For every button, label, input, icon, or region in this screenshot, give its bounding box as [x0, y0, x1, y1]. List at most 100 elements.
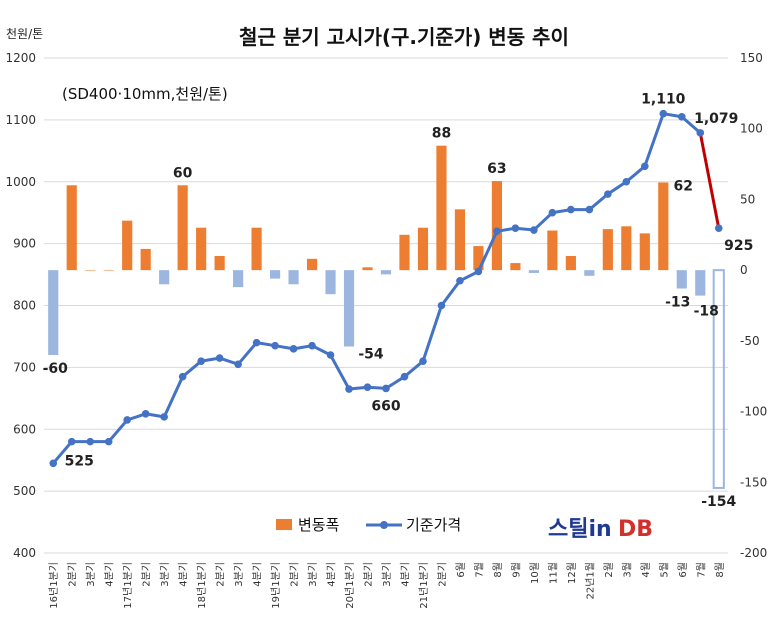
x-tick-label: 2분기 — [363, 562, 375, 587]
bar-value-label: -18 — [694, 304, 719, 320]
price-point — [215, 354, 224, 362]
price-point — [604, 190, 612, 198]
bar — [547, 230, 558, 271]
price-point — [160, 413, 168, 421]
x-tick-label: 11월 — [547, 562, 559, 584]
x-tick-label: 6월 — [455, 562, 467, 578]
price-point — [86, 437, 95, 446]
right-tick-label: -100 — [740, 405, 767, 419]
price-point — [696, 129, 705, 137]
left-tick-label: 900 — [13, 237, 36, 251]
bar — [695, 270, 706, 296]
line-value-label: 925 — [724, 238, 753, 254]
x-tick-label: 4분기 — [252, 562, 264, 587]
price-point — [104, 437, 113, 446]
line-series — [49, 109, 723, 468]
bar — [417, 227, 429, 271]
right-tick-label: 50 — [740, 192, 755, 206]
bar-value-label: -60 — [43, 361, 69, 377]
right-tick-label: 0 — [740, 263, 748, 277]
legend-bar-swatch — [276, 519, 292, 530]
x-tick-label: 3분기 — [159, 562, 171, 587]
left-tick-label: 1000 — [5, 175, 36, 189]
x-tick-label: 4분기 — [399, 562, 411, 587]
x-tick-label: 2분기 — [67, 562, 79, 587]
price-point — [363, 383, 372, 391]
chart-subtitle: (SD400·10mm,천원/톤) — [62, 85, 228, 103]
right-tick-label: -50 — [740, 334, 760, 348]
x-tick-label: 17년1분기 — [122, 562, 134, 609]
price-point — [585, 205, 594, 214]
price-point — [437, 301, 446, 310]
price-point — [289, 345, 298, 353]
bar — [85, 270, 96, 271]
bar-value-label: 60 — [173, 165, 193, 181]
price-point — [474, 267, 483, 276]
x-tick-label: 12월 — [566, 562, 578, 584]
right-tick-label: 150 — [740, 51, 763, 65]
price-point — [234, 360, 242, 369]
steelin-db-logo: 스틸in DB — [548, 517, 653, 542]
left-axis-ticks: 400 500 600 700 800 900 1000 1100 1200 — [5, 51, 36, 560]
price-point — [622, 177, 631, 186]
bar — [602, 229, 613, 271]
bar — [233, 270, 244, 288]
x-tick-label: 4월 — [640, 562, 652, 578]
price-point — [659, 109, 668, 118]
bar — [103, 270, 114, 271]
bar — [343, 270, 355, 347]
bar-value-label: -154 — [701, 494, 736, 510]
bar — [196, 227, 207, 271]
bar-value-label: -13 — [665, 295, 690, 311]
price-point — [493, 227, 501, 236]
bar — [362, 267, 373, 271]
x-tick-label: 8월 — [492, 562, 504, 578]
x-tick-label: 20년1분기 — [344, 562, 356, 609]
price-point — [326, 351, 335, 359]
price-point — [382, 384, 390, 393]
right-tick-label: -150 — [740, 475, 767, 489]
bar — [380, 270, 392, 275]
price-point — [123, 416, 131, 424]
x-tick-label: 18년1분기 — [196, 562, 208, 609]
bar — [621, 226, 632, 271]
left-tick-label: 400 — [13, 546, 36, 560]
x-tick-label: 2월 — [603, 562, 615, 578]
bar — [288, 270, 299, 285]
x-tick-label: 3월 — [621, 562, 633, 578]
bar — [584, 270, 595, 276]
bar — [639, 233, 650, 271]
x-tick-label: 5월 — [658, 562, 670, 578]
x-tick-label: 3분기 — [233, 562, 245, 587]
price-point — [49, 459, 58, 468]
price-line-drop — [698, 132, 721, 229]
right-axis-ticks: -200 -150 -100 -50 0 50 100 150 — [740, 51, 767, 560]
price-point — [530, 226, 538, 234]
bar — [676, 270, 687, 289]
legend-bar-label: 변동폭 — [298, 516, 339, 534]
line-value-label: 1,110 — [641, 92, 686, 108]
price-point — [548, 208, 557, 217]
price-point — [677, 112, 686, 121]
x-tick-label: 21년1분기 — [418, 562, 430, 609]
bar — [491, 181, 503, 271]
price-point — [345, 385, 353, 393]
line-value-label: 525 — [65, 453, 94, 469]
price-point — [400, 372, 409, 381]
price-point — [197, 357, 205, 365]
bar — [269, 270, 281, 279]
bar — [658, 182, 669, 271]
bar-value-label: 62 — [674, 178, 693, 194]
x-tick-label: 7월 — [695, 562, 707, 578]
left-tick-label: 600 — [13, 422, 36, 436]
x-tick-label: 3분기 — [381, 562, 393, 587]
bar-series — [48, 145, 725, 489]
bar — [712, 269, 725, 489]
price-point — [271, 341, 279, 350]
legend-line-marker — [380, 521, 388, 529]
chart-title: 철근 분기 고시가(구.기준가) 변동 추이 — [239, 25, 569, 49]
bar — [510, 263, 521, 271]
bar — [66, 185, 77, 271]
x-tick-label: 7월 — [473, 562, 485, 578]
x-tick-label: 9월 — [510, 562, 522, 578]
